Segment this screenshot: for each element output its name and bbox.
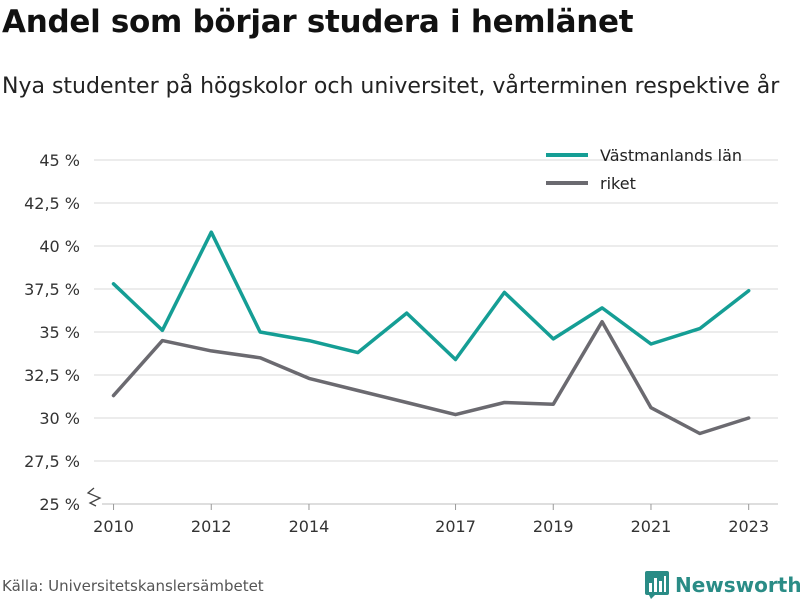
line-chart: 25 % 27,5 % 30 % 32,5 % 35 % 37,5 % 40 % 42,5 %…	[24, 146, 778, 536]
brand-logo: Newsworthy	[645, 570, 800, 600]
legend: Västmanlands län riket	[546, 146, 742, 193]
y-tick-label: 45 %	[39, 151, 80, 170]
brand-name: Newsworthy	[675, 573, 800, 597]
chart-subtitle: Nya studenter på högskolor och universit…	[2, 74, 780, 99]
x-tick-label: 2017	[435, 517, 476, 536]
x-tick-label: 2010	[93, 517, 134, 536]
legend-label: riket	[600, 174, 636, 193]
y-axis-ticks: 25 % 27,5 % 30 % 32,5 % 35 % 37,5 % 40 % 42,5 %…	[24, 151, 80, 514]
y-tick-label: 27,5 %	[24, 452, 80, 471]
x-tick-label: 2014	[289, 517, 330, 536]
x-axis-ticks: 2010 2012 2014 2017 2019 2021 2023	[93, 504, 769, 536]
gridlines	[94, 159, 778, 505]
axis-break-zigzag	[86, 487, 102, 507]
y-tick-label: 37,5 %	[24, 280, 80, 299]
y-tick-label: 40 %	[39, 237, 80, 256]
x-tick-label: 2012	[191, 517, 232, 536]
source-note: Källa: Universitetskanslersämbetet	[2, 577, 264, 595]
y-tick-label: 42,5 %	[24, 194, 80, 213]
series-line-2	[111, 319, 751, 436]
y-tick-label: 25 %	[39, 495, 80, 514]
series-lines	[111, 230, 751, 436]
x-tick-label: 2023	[728, 517, 769, 536]
legend-label: Västmanlands län	[600, 146, 742, 165]
y-tick-label: 30 %	[39, 409, 80, 428]
axis-break-icon	[86, 486, 102, 507]
chart-title: Andel som börjar studera i hemlänet	[2, 4, 634, 40]
series-line-1	[111, 230, 751, 362]
x-tick-label: 2019	[533, 517, 574, 536]
y-tick-label: 32,5 %	[24, 366, 80, 385]
x-tick-label: 2021	[631, 517, 672, 536]
y-tick-label: 35 %	[39, 323, 80, 342]
newsworthy-logo-icon	[645, 571, 669, 599]
